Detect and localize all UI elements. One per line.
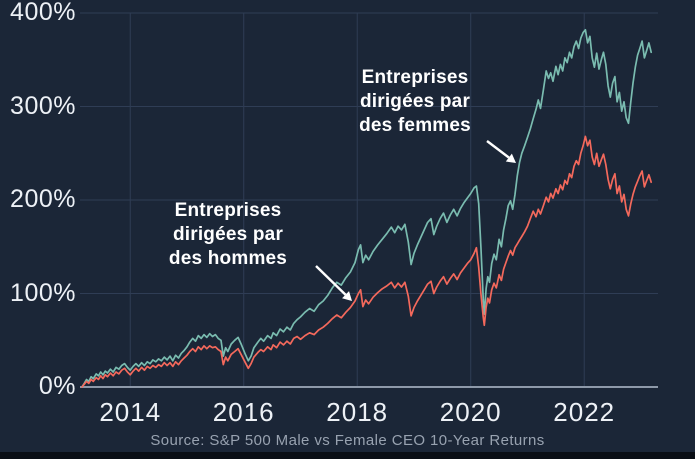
- arrow-to-men-line-head: [342, 291, 352, 301]
- series-line-men: [81, 135, 653, 388]
- arrow-to-women-line-head: [505, 153, 516, 163]
- annotation-men-led-companies: Entreprises dirigées par des hommes: [168, 200, 288, 270]
- annotation-women-led-companies: Entreprises dirigées par des femmes: [359, 67, 471, 137]
- bottom-bar: [0, 452, 695, 459]
- source-caption: Source: S&P 500 Male vs Female CEO 10-Ye…: [150, 432, 545, 449]
- series-line-women: [81, 28, 653, 388]
- arrow-to-men-line: [315, 265, 347, 296]
- arrow-to-women-line: [486, 140, 510, 159]
